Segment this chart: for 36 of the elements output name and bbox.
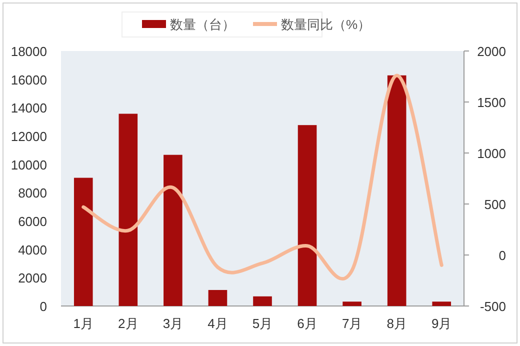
x-tick-label: 5月: [252, 316, 273, 331]
y-tick-label: 18000: [10, 44, 47, 59]
x-tick-label: 2月: [118, 316, 138, 331]
y2-tick-label: 1000: [477, 146, 506, 161]
x-tick-label: 3月: [162, 316, 184, 331]
x-tick-label: 1月: [73, 316, 94, 331]
y-tick-label: 8000: [18, 186, 47, 201]
y-tick-label: 4000: [18, 242, 47, 258]
y-tick-label: 10000: [10, 157, 47, 172]
y-tick-label: 0: [40, 299, 47, 314]
bar: [118, 114, 138, 306]
y-tick-label: 14000: [10, 100, 47, 116]
y-tick-label: 2000: [18, 270, 47, 286]
y2-tick-label: 1500: [477, 95, 506, 110]
bar: [342, 302, 362, 306]
bar: [387, 75, 406, 306]
y2-tick-label: 500: [484, 197, 506, 212]
bar: [74, 178, 93, 306]
x-tick-label: 4月: [208, 316, 228, 331]
y2-tick-label: -500: [480, 299, 506, 314]
y2-tick-label: 0: [498, 248, 506, 263]
bar: [164, 154, 182, 306]
y-tick-label: 16000: [10, 72, 47, 88]
bar: [208, 290, 228, 306]
x-tick-label: 6月: [297, 316, 318, 331]
y-tick-label: 6000: [18, 214, 47, 229]
legend-label: 数量同比（%）: [281, 17, 371, 32]
legend-label: 数量（台）: [170, 17, 235, 32]
y2-tick-label: 2000: [477, 44, 506, 59]
bar: [432, 302, 452, 306]
bar: [298, 125, 317, 306]
x-tick-label: 9月: [431, 316, 452, 331]
x-tick-label: 8月: [386, 316, 407, 331]
x-tick-label: 7月: [342, 316, 362, 331]
bar: [253, 296, 272, 306]
y-tick-label: 12000: [10, 129, 47, 144]
